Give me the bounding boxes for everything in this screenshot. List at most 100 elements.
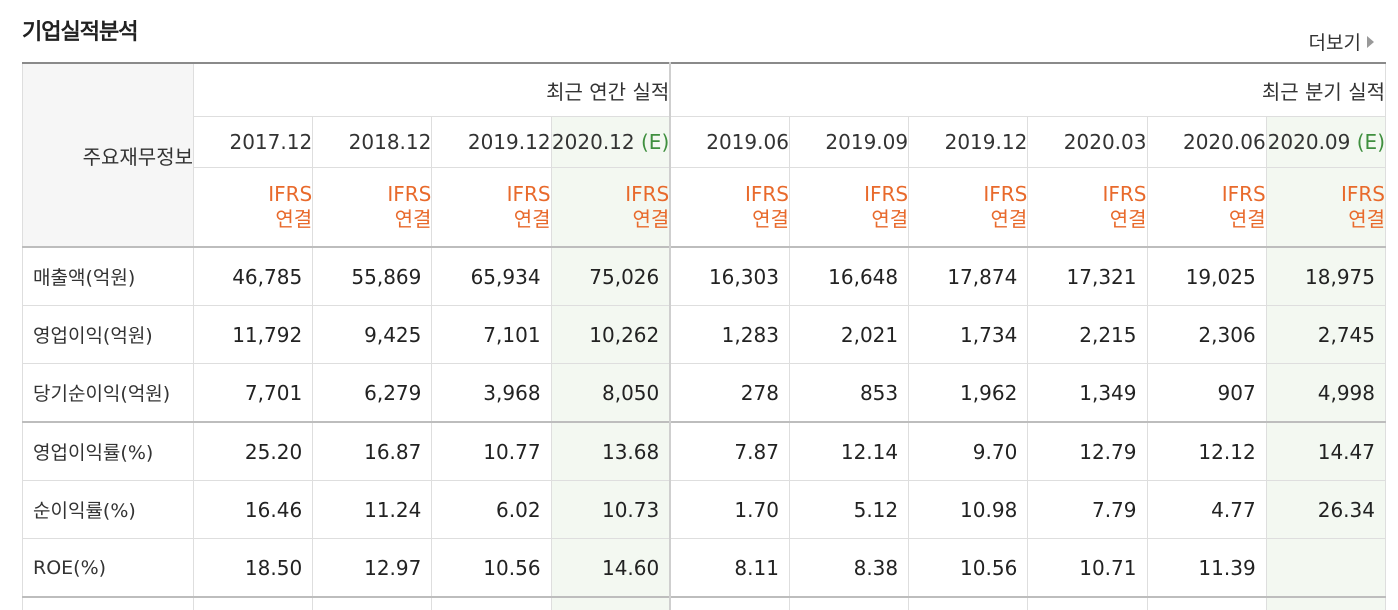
table-row: 영업이익률(%) 25.20 16.87 10.77 13.68 7.87 12.14 9.7…: [22, 421, 1387, 481]
table-cell: 8.38: [788, 538, 910, 598]
period-header: 2019.09: [788, 116, 910, 168]
period-header: 2017.12: [192, 116, 314, 168]
table-row: 영업이익(억원) 11,792 9,425 7,101 10,262 1,283 2,021…: [22, 305, 1387, 364]
period-header-row: 2017.12 2018.12 2019.12 2020.12 (E) 2019.06 2…: [23, 116, 1387, 168]
table-cell: 18,975: [1265, 246, 1387, 306]
ifrs-top: IFRS: [1221, 182, 1266, 206]
table-row: ROE(%) 18.50 12.97 10.56 14.60 8.11 8.38 10.56 1…: [22, 538, 1387, 598]
ifrs-badge: IFRS 연결: [669, 167, 790, 248]
row-label: ROE(%): [22, 538, 194, 598]
ifrs-bottom: 연결: [513, 207, 551, 231]
table-cell: [908, 596, 1029, 610]
table-cell: 8.11: [669, 538, 790, 598]
table-cell: 1,734: [908, 305, 1029, 364]
ifrs-top: IFRS: [625, 182, 670, 206]
ifrs-badge: IFRS 연결: [312, 167, 433, 248]
table-cell: 46,785: [192, 246, 314, 306]
ifrs-bottom: 연결: [1109, 207, 1147, 231]
period-header: 2019.06: [669, 116, 790, 168]
period-label: 2019.09: [825, 130, 909, 154]
period-label: 2020.09: [1267, 130, 1351, 154]
ifrs-badge: IFRS 연결: [788, 167, 910, 248]
period-header: 2020.06: [1146, 116, 1267, 168]
table-cell: 5.12: [788, 480, 910, 539]
ifrs-bottom: 연결: [871, 207, 909, 231]
ifrs-top: IFRS: [1341, 182, 1385, 206]
table-cell: 7,701: [192, 363, 314, 423]
table-cell: [788, 596, 910, 610]
table-cell: 10.56: [908, 538, 1029, 598]
table-cell: 12.79: [1027, 421, 1148, 481]
ifrs-bottom: 연결: [632, 207, 670, 231]
ifrs-top: IFRS: [744, 182, 789, 206]
table-cell: 2,215: [1027, 305, 1148, 364]
ifrs-bottom: 연결: [275, 207, 313, 231]
more-link[interactable]: 더보기: [1309, 28, 1374, 55]
table-cell: 1,962: [908, 363, 1029, 423]
table-row-partial: [22, 596, 1387, 610]
table-cell: 14.47: [1265, 421, 1387, 481]
table-cell: 6.02: [431, 480, 552, 539]
table-cell: 17,874: [908, 246, 1029, 306]
table-cell: 7,101: [431, 305, 552, 364]
table-cell: 2,021: [788, 305, 910, 364]
estimate-tag: (E): [1356, 130, 1385, 154]
table-cell: 16,648: [788, 246, 910, 306]
table-cell: 16.46: [192, 480, 314, 539]
section-title: 기업실적분석: [22, 20, 138, 45]
table-cell: [431, 596, 552, 610]
period-label: 2020.12: [551, 130, 635, 154]
ifrs-badge: IFRS 연결: [431, 167, 552, 248]
ifrs-top: IFRS: [506, 182, 551, 206]
table-cell: 14.60: [550, 538, 671, 598]
period-label: 2020.06: [1182, 130, 1266, 154]
table-cell: 65,934: [431, 246, 552, 306]
table-cell: 2,745: [1265, 305, 1387, 364]
table-cell: 11.24: [312, 480, 433, 539]
table-cell: [22, 596, 194, 610]
row-label: 영업이익(억원): [22, 305, 194, 364]
ifrs-bottom: 연결: [1348, 207, 1385, 231]
ifrs-bottom: 연결: [394, 207, 432, 231]
table-cell: 19,025: [1146, 246, 1267, 306]
table-cell: 75,026: [550, 246, 671, 306]
table-cell: 2,306: [1146, 305, 1267, 364]
table-cell: 278: [669, 363, 790, 423]
table-cell: [1265, 538, 1387, 598]
period-header: 2020.12 (E): [550, 116, 671, 168]
period-label: 2019.12: [467, 130, 551, 154]
table-cell: 12.14: [788, 421, 910, 481]
ifrs-header-row: IFRS 연결 IFRS 연결 IFRS 연결 IFRS 연결 IFRS 연결 IFRS 연결 IFRS…: [23, 167, 1387, 248]
table-row: 매출액(억원) 46,785 55,869 65,934 75,026 16,303 16,…: [22, 246, 1387, 306]
ifrs-top: IFRS: [1102, 182, 1147, 206]
table-cell: [1027, 596, 1148, 610]
ifrs-top: IFRS: [983, 182, 1028, 206]
table-cell: [192, 596, 314, 610]
table-cell: 16,303: [669, 246, 790, 306]
ifrs-badge: IFRS 연결: [908, 167, 1029, 248]
table-cell: 26.34: [1265, 480, 1387, 539]
table-cell: 17,321: [1027, 246, 1148, 306]
table-cell: 16.87: [312, 421, 433, 481]
table-cell: 12.97: [312, 538, 433, 598]
period-header: 2019.12: [431, 116, 552, 168]
row-label: 당기순이익(억원): [22, 363, 194, 423]
ifrs-top: IFRS: [864, 182, 909, 206]
period-label: 2017.12: [229, 130, 313, 154]
financial-table: 주요재무정보 최근 연간 실적 최근 분기 실적 2017.12 2018.12 2…: [22, 62, 1387, 610]
period-header: 2018.12: [312, 116, 433, 168]
table-cell: 7.87: [669, 421, 790, 481]
table-cell: 10.71: [1027, 538, 1148, 598]
more-label: 더보기: [1308, 32, 1361, 54]
ifrs-top: IFRS: [268, 182, 313, 206]
ifrs-bottom: 연결: [1228, 207, 1266, 231]
table-cell: 8,050: [550, 363, 671, 423]
period-label: 2019.12: [944, 130, 1028, 154]
period-header: 2019.12: [908, 116, 1029, 168]
table-cell: 11,792: [192, 305, 314, 364]
table-cell: [312, 596, 433, 610]
estimate-tag: (E): [641, 130, 670, 154]
table-cell: 10.77: [431, 421, 552, 481]
table-cell: 4,998: [1265, 363, 1387, 423]
table-cell: [550, 596, 671, 610]
